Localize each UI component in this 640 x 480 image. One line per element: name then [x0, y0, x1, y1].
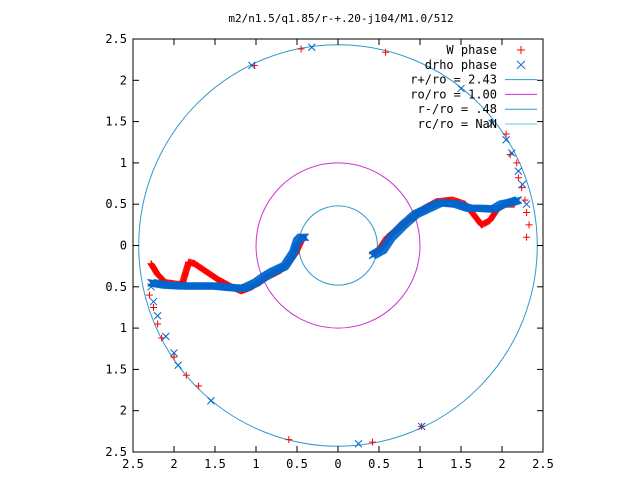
y-tick-label: 0: [120, 239, 127, 253]
data-point: [525, 221, 533, 229]
data-point: [514, 196, 523, 204]
legend-label: ro/ro = 1.00: [410, 87, 497, 101]
y-tick-label: 2.5: [105, 32, 127, 46]
data-point: [299, 233, 308, 242]
data-point: [523, 208, 531, 216]
legend-label: r+/ro = 2.43: [410, 73, 497, 87]
x-tick-label: 2.5: [122, 457, 144, 471]
data-point: [457, 84, 465, 93]
legend-label: drho phase: [425, 58, 497, 72]
y-tick-label: 0.5: [105, 197, 127, 211]
data-point: [161, 332, 170, 341]
data-point: [507, 149, 516, 157]
axes: 2.5 2 1.5 1 0.5 0 0.5 1 1.5 2 2.52.521.510.500.511…: [105, 32, 554, 471]
y-tick-label: 1: [120, 156, 127, 170]
data-point: [207, 396, 215, 405]
x-tick-label: 0.5: [286, 457, 308, 471]
data-point: [368, 438, 376, 446]
data-point: [248, 61, 256, 70]
data-point: [523, 233, 531, 241]
x-tick-label: 1: [416, 457, 423, 471]
x-tick-label: 1.5: [204, 457, 226, 471]
data-point: [285, 436, 293, 444]
data-point: [150, 303, 157, 311]
x-tick-label: 2.5: [532, 457, 554, 471]
x-tick-label: 0: [334, 457, 341, 471]
data-point: [297, 45, 305, 53]
data-point: [298, 233, 306, 242]
data-point: [382, 48, 390, 56]
data-point: [502, 135, 510, 144]
y-tick-label: 1: [120, 321, 127, 335]
data-point: [182, 371, 190, 379]
data-point: [145, 291, 153, 299]
x-tick-label: 1: [252, 457, 259, 471]
y-tick-label: 0.5: [105, 280, 127, 294]
data-point: [300, 233, 309, 242]
data-point: [170, 349, 178, 357]
data-point: [154, 320, 162, 328]
data-point: [153, 311, 162, 320]
data-point: [502, 130, 510, 138]
x-tick-label: 2: [170, 457, 177, 471]
data-point: [488, 119, 497, 128]
circle-3: [255, 162, 421, 329]
data-point: [195, 382, 203, 390]
data-point: [307, 43, 316, 52]
data-point: [514, 174, 522, 182]
data-point: [417, 422, 426, 431]
data-point: [149, 297, 158, 306]
y-tick-label: 1.5: [105, 362, 127, 376]
legend-label: rc/ro = NaN: [418, 117, 497, 131]
legend-label: r-/ro = .48: [418, 102, 497, 116]
data-point: [513, 159, 521, 167]
y-tick-label: 2: [120, 73, 127, 87]
chart-title: m2/n1.5/q1.85/r-+.20-j104/M1.0/512: [228, 12, 453, 25]
data-point: [354, 439, 363, 448]
series-cross: [147, 43, 531, 448]
x-tick-label: 0.5: [368, 457, 390, 471]
y-tick-label: 2: [120, 404, 127, 418]
x-tick-label: 2: [498, 457, 505, 471]
data-point: [522, 200, 531, 209]
data-point: [518, 180, 527, 189]
plot-area: [138, 43, 538, 448]
data-point: [170, 353, 178, 361]
data-point: [301, 233, 310, 242]
y-tick-label: 1.5: [105, 115, 127, 129]
legend-swatch: [516, 60, 526, 70]
data-point: [514, 167, 523, 176]
y-tick-label: 2.5: [105, 445, 127, 459]
x-tick-label: 1.5: [450, 457, 472, 471]
circle-4: [298, 205, 378, 286]
data-point: [174, 361, 182, 370]
data-point: [147, 282, 155, 291]
legend-swatch: [517, 46, 525, 54]
legend-label: W phase: [446, 43, 497, 57]
